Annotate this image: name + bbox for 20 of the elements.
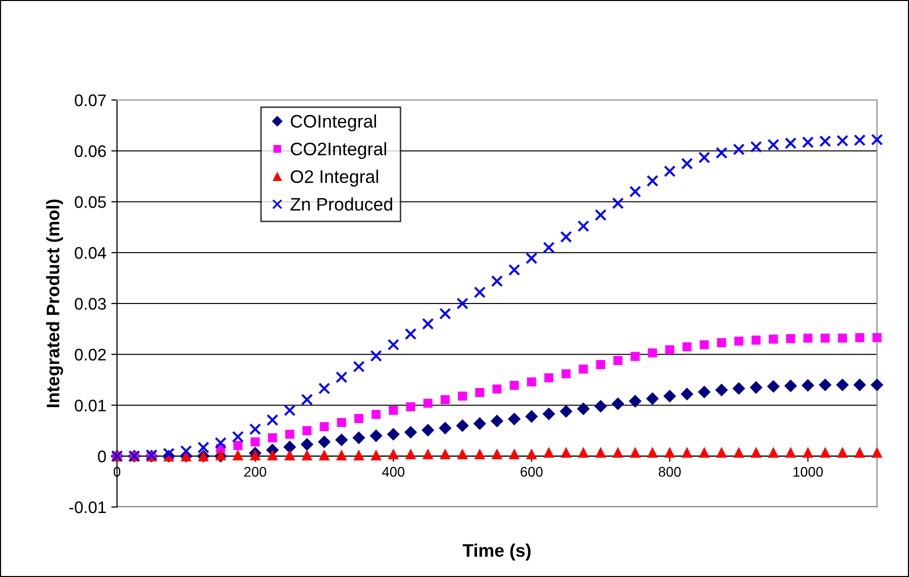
x-tick-label: 400 [382, 466, 404, 477]
x-tick-label: 600 [520, 466, 543, 477]
x-tick-label: 1000 [794, 466, 823, 477]
y-tick-label: 0.04 [74, 247, 106, 259]
legend-label: CO2Integral [290, 142, 386, 159]
legend-label: Zn Produced [290, 197, 392, 211]
y-tick-label: 0.01 [74, 400, 106, 412]
x-axis-title: Time (s) [462, 544, 531, 560]
y-tick-label: 0.07 [74, 94, 106, 106]
y-tick-label: 0 [98, 450, 106, 462]
y-axis-title: Integrated Product (mol) [46, 200, 64, 408]
y-tick-label: 0.03 [74, 298, 106, 310]
legend-label: O2 Integral [290, 170, 378, 187]
y-tick-label: 0.05 [74, 196, 106, 208]
x-tick-label: 800 [658, 466, 681, 477]
y-tick-label: -0.01 [69, 501, 106, 514]
y-tick-label: 0.02 [74, 348, 106, 361]
legend-label: COIntegral [290, 114, 376, 132]
y-tick-label: 0.06 [74, 145, 106, 158]
x-tick-label: 200 [244, 466, 266, 477]
